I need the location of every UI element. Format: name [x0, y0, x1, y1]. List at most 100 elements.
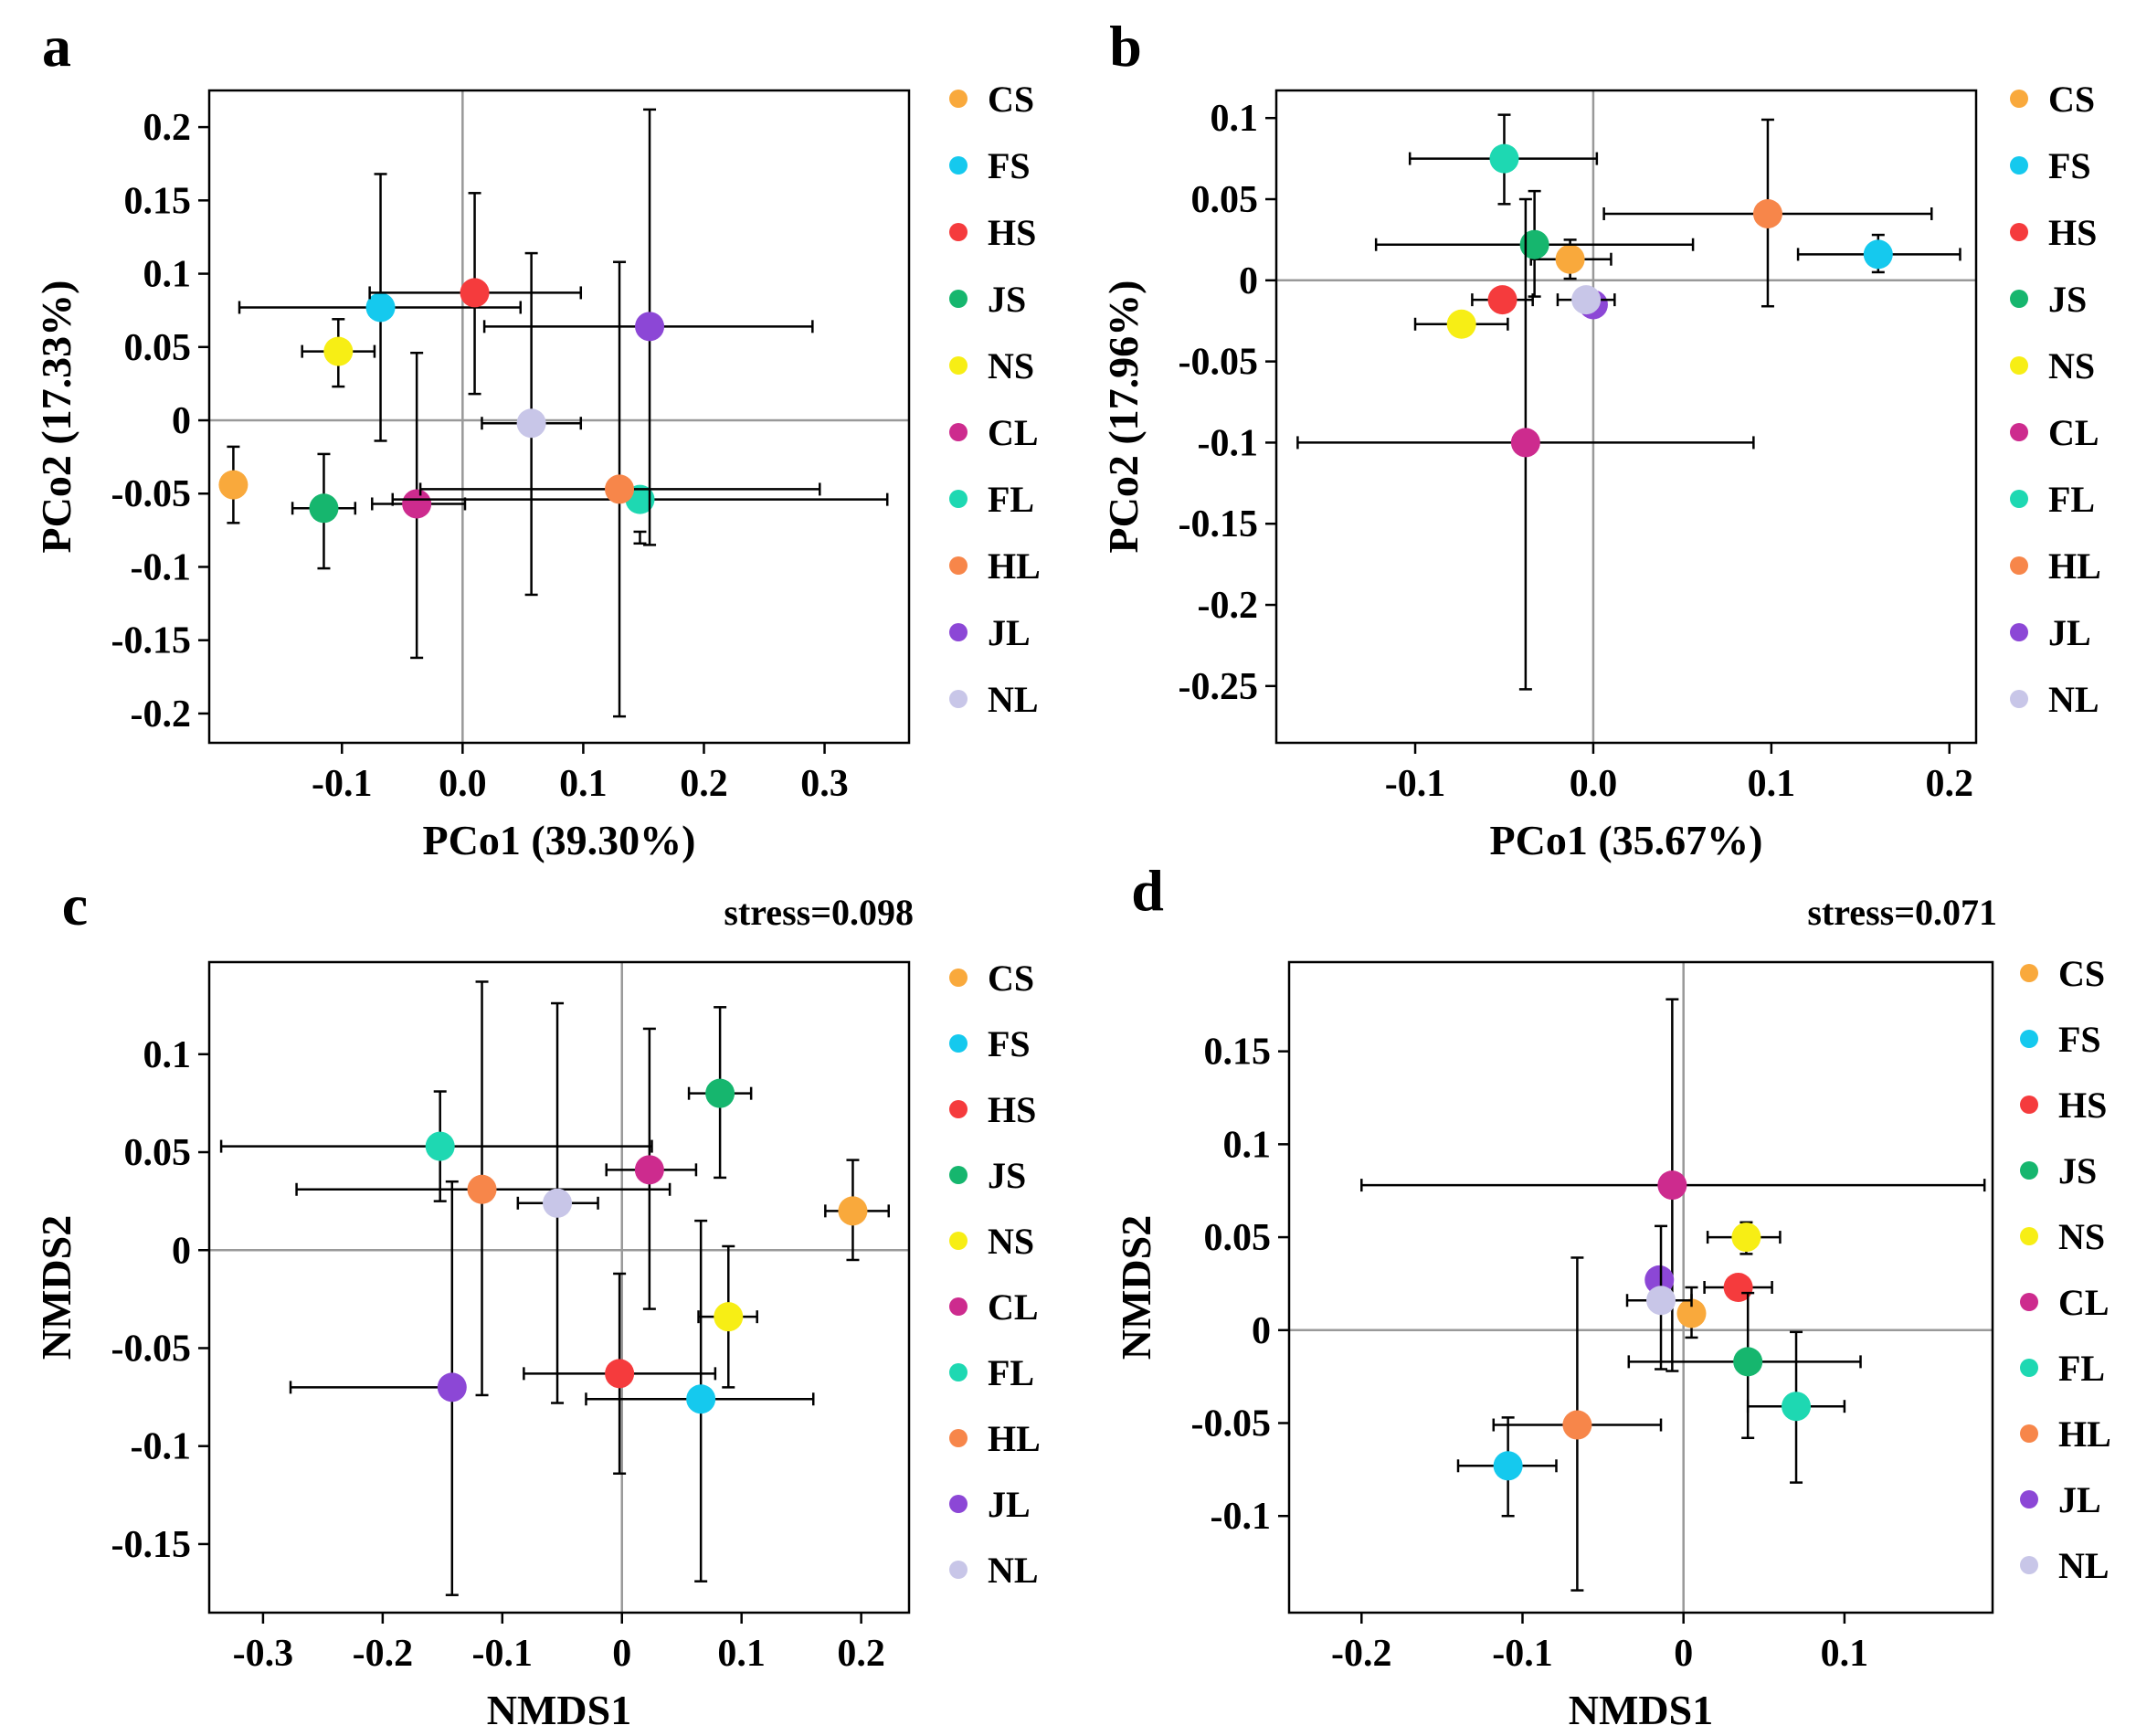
plot-frame: [1274, 89, 1978, 745]
legend-label-NS: NS: [988, 1221, 1034, 1262]
stress-label: stress=0.071: [1807, 892, 1997, 933]
marker-NS: [323, 336, 354, 366]
legend-swatch-FS: [2010, 156, 2028, 175]
data-point-HS: [368, 192, 583, 396]
marker-FS: [686, 1384, 716, 1414]
legend-label-FL: FL: [2058, 1348, 2105, 1389]
marker-NL: [1646, 1286, 1676, 1316]
marker-FL: [1782, 1392, 1812, 1422]
marker-HS: [460, 278, 490, 308]
marker-FL: [425, 1131, 455, 1161]
y-tick-label: 0.05: [1204, 1217, 1272, 1259]
legend-swatch-JL: [949, 1495, 968, 1513]
stress-label: stress=0.098: [724, 892, 914, 933]
legend-swatch-NS: [2010, 356, 2028, 375]
marker-HS: [605, 1359, 635, 1389]
x-tick-label: 0.1: [559, 763, 608, 805]
data-point-FL: [1746, 1330, 1846, 1484]
data-point-HL: [295, 980, 671, 1397]
marker-HL: [1752, 198, 1782, 228]
marker-CL: [402, 489, 432, 519]
legend-label-HS: HS: [988, 1089, 1036, 1130]
legend-label-CL: CL: [2058, 1282, 2110, 1323]
legend: CS FS HS JS NS CL FL HL JL NL: [2020, 953, 2111, 1586]
legend-swatch-HS: [2010, 223, 2028, 241]
legend-label-JL: JL: [988, 1484, 1031, 1525]
marker-FL: [1489, 143, 1519, 174]
legend-swatch-JL: [2010, 623, 2028, 641]
legend-swatch-CL: [949, 423, 968, 441]
data-point-CS: [824, 1159, 890, 1262]
legend-label-HS: HS: [2058, 1085, 2107, 1126]
data-point-FL: [219, 1090, 653, 1202]
marker-JL: [635, 312, 665, 342]
y-tick-label: 0.15: [1204, 1032, 1272, 1074]
marker-NL: [1571, 285, 1602, 315]
marker-CS: [1676, 1298, 1707, 1328]
legend-swatch-NS: [949, 356, 968, 375]
marker-NS: [714, 1302, 744, 1332]
marker-CS: [1555, 244, 1585, 274]
x-tick-label: 0.1: [1821, 1633, 1869, 1675]
marker-NL: [543, 1188, 573, 1218]
x-tick-label: -0.1: [1492, 1633, 1553, 1675]
y-tick-label: 0: [1252, 1310, 1271, 1352]
legend-label-HS: HS: [988, 212, 1036, 253]
marker-JS: [1733, 1347, 1763, 1377]
legend-swatch-NS: [949, 1232, 968, 1250]
data-point-HL: [1602, 118, 1933, 308]
data-point-FL: [1408, 113, 1599, 206]
panel-a: a -0.1 0.0 0.1 0.2 0.3 0.2 0.15 0.1 0.05 0 -0.05 -0.…: [33, 14, 1041, 863]
legend-swatch-NL: [949, 1561, 968, 1579]
y-tick-label: 0.1: [143, 1034, 192, 1076]
legend-label-CS: CS: [988, 958, 1034, 999]
y-tick-label: 0: [172, 1230, 191, 1272]
legend-label-NL: NL: [2058, 1545, 2110, 1586]
legend-label-FL: FL: [988, 479, 1034, 520]
marker-JL: [437, 1372, 467, 1403]
data-point-NL: [481, 251, 583, 597]
y-tick-label: -0.05: [1191, 1403, 1272, 1445]
legend-label-NL: NL: [988, 679, 1039, 720]
y-tick-label: -0.05: [111, 1328, 192, 1370]
y-tick-label: -0.2: [131, 693, 192, 736]
x-axis-title: NMDS1: [487, 1687, 631, 1733]
legend-swatch-FL: [2010, 490, 2028, 508]
legend-label-NL: NL: [988, 1550, 1039, 1591]
legend-label-HL: HL: [988, 545, 1041, 587]
marker-CL: [1510, 428, 1540, 458]
x-tick-label: 0.2: [680, 763, 728, 805]
y-tick-label: -0.15: [111, 620, 192, 662]
marker-JS: [705, 1078, 735, 1108]
y-tick-label: 0.1: [1211, 98, 1259, 140]
data-point-JS: [1374, 189, 1695, 298]
panel-letter-b: b: [1109, 14, 1142, 79]
x-tick-label: -0.1: [1385, 763, 1446, 805]
data-point-CL: [605, 1027, 698, 1310]
marker-CL: [634, 1155, 664, 1185]
legend-swatch-NL: [949, 690, 968, 708]
x-tick-label: -0.2: [1331, 1633, 1392, 1675]
x-tick-label: -0.2: [353, 1633, 414, 1675]
y-tick-label: -0.15: [1179, 503, 1259, 545]
marker-HS: [1487, 285, 1517, 315]
y-tick-label: 0: [1239, 260, 1258, 302]
y-tick-label: -0.05: [111, 473, 192, 515]
legend-swatch-FL: [949, 490, 968, 508]
marker-CL: [1657, 1170, 1687, 1201]
legend-label-HL: HL: [2058, 1413, 2111, 1455]
plot-frame: [1287, 960, 1994, 1614]
data-point-CL: [371, 351, 467, 660]
legend-swatch-JL: [949, 623, 968, 641]
legend-label-CS: CS: [2058, 953, 2105, 994]
legend-swatch-CS: [949, 969, 968, 987]
panel-letter-d: d: [1131, 858, 1164, 923]
legend-label-CL: CL: [2048, 412, 2099, 453]
y-axis-title: PCo2 (17.33%): [33, 281, 79, 554]
legend-label-FS: FS: [988, 1023, 1031, 1064]
x-axis-title: PCo1 (35.67%): [1490, 817, 1763, 863]
legend-label-JS: JS: [2058, 1150, 2097, 1191]
legend-swatch-HL: [949, 1429, 968, 1447]
x-tick-label: 0: [612, 1633, 631, 1675]
